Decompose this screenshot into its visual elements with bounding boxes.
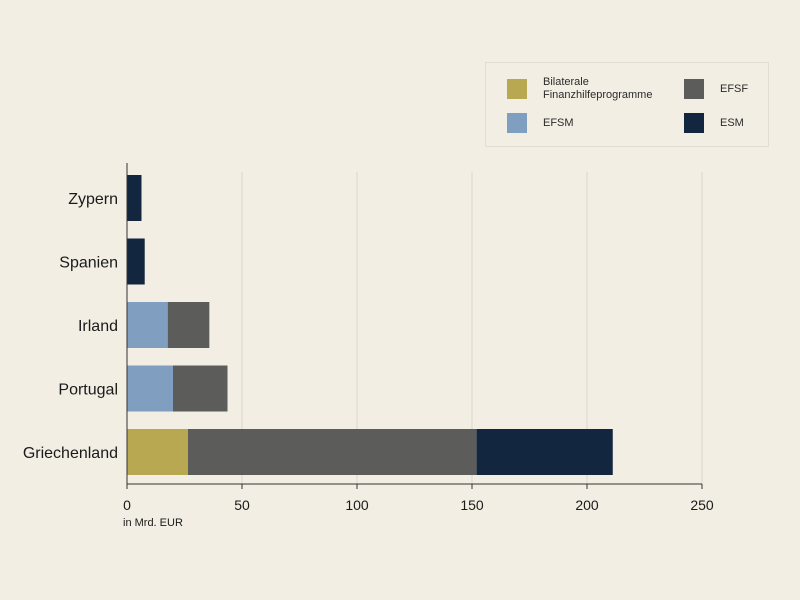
legend: Bilaterale Finanzhilfeprogramme EFSF EFS… xyxy=(485,62,769,147)
x-tick-label-200: 200 xyxy=(575,497,599,513)
x-tick-label-250: 250 xyxy=(690,497,714,513)
axes xyxy=(126,163,703,489)
x-tick-label-150: 150 xyxy=(460,497,484,513)
legend-label-efsf: EFSF xyxy=(720,82,749,95)
bars xyxy=(127,175,613,475)
legend-swatch-esm xyxy=(684,113,704,133)
legend-item-esm: ESM xyxy=(684,113,744,133)
bar-irland-efsm xyxy=(127,302,168,348)
category-label-zypern: Zypern xyxy=(68,191,118,208)
category-label-griechenland: Griechenland xyxy=(23,445,118,462)
legend-label-efsm: EFSM xyxy=(543,116,574,129)
legend-item-efsf: EFSF xyxy=(684,79,748,99)
bar-zypern-esm xyxy=(127,175,142,221)
category-label-spanien: Spanien xyxy=(59,255,118,272)
category-label-portugal: Portugal xyxy=(58,382,118,399)
bar-portugal-efsm xyxy=(127,365,173,412)
legend-swatch-efsf xyxy=(684,79,704,99)
bar-griechenland-bilaterale xyxy=(127,429,188,475)
bar-griechenland-esm xyxy=(476,429,613,475)
bar-portugal-efsf xyxy=(173,365,228,412)
legend-swatch-efsm xyxy=(507,113,527,133)
x-axis-unit-label: in Mrd. EUR xyxy=(123,517,183,529)
legend-item-efsm: EFSM xyxy=(507,113,574,133)
legend-swatch-bilateral xyxy=(507,79,527,99)
x-tick-label-50: 50 xyxy=(234,497,250,513)
bar-irland-efsf xyxy=(167,302,210,348)
bar-spanien-esm xyxy=(127,238,145,285)
category-label-irland: Irland xyxy=(78,318,118,335)
bar-griechenland-efsf xyxy=(187,429,477,475)
legend-label-esm: ESM xyxy=(720,116,744,129)
legend-label-bilateral: Bilaterale Finanzhilfeprogramme xyxy=(543,76,653,101)
x-tick-label-0: 0 xyxy=(123,497,131,513)
labels: 0 50 100 150 200 250 Zypern Spanien Irland Portug… xyxy=(23,191,714,513)
x-tick-label-100: 100 xyxy=(345,497,369,513)
legend-item-bilateral: Bilaterale Finanzhilfeprogramme xyxy=(507,76,652,102)
